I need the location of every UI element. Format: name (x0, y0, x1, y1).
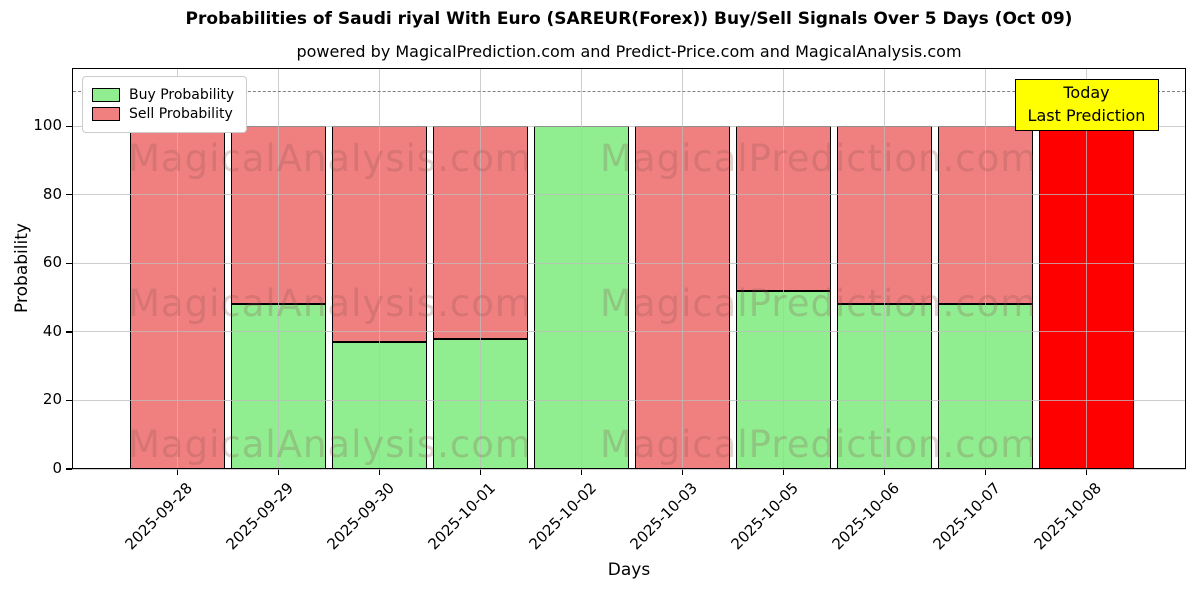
x-tick-mark (580, 469, 583, 475)
h-gridline (72, 468, 1186, 470)
watermark-text: MagicalPrediction.com (600, 282, 1038, 325)
y-tick-mark (66, 262, 72, 264)
v-gridline (682, 68, 683, 469)
x-tick-label-text: 2025-10-08 (1030, 479, 1106, 554)
h-gridline (72, 399, 1186, 401)
y-tick-label: 0 (52, 459, 62, 477)
v-gridline (783, 68, 784, 469)
watermark-text: MagicalPrediction.com (600, 137, 1038, 180)
legend-item-buy: Buy Probability (92, 87, 234, 103)
plot-area-frame (72, 68, 1186, 469)
y-tick-label: 100 (33, 116, 62, 135)
h-gridline (72, 262, 1186, 264)
y-tick-mark (66, 468, 72, 470)
x-tick-mark (883, 469, 886, 475)
x-tick-label-text: 2025-10-06 (828, 479, 904, 554)
buy-color-swatch (92, 88, 120, 102)
dashed-reference-line (73, 90, 1185, 92)
v-gridline (1086, 68, 1087, 469)
x-tick-mark (176, 469, 179, 475)
y-tick-mark (66, 399, 72, 402)
today-annotation-line1: Today (1063, 83, 1110, 102)
x-tick-label-text: 2025-10-05 (727, 479, 803, 554)
today-annotation-line2: Last Prediction (1027, 106, 1146, 125)
legend-label-sell: Sell Probability (129, 106, 233, 122)
h-gridline (72, 331, 1186, 333)
v-gridline (581, 68, 582, 469)
x-tick-label-text: 2025-10-02 (525, 479, 601, 554)
watermark-text: MagicalAnalysis.com (128, 423, 532, 466)
legend-label-buy: Buy Probability (129, 87, 235, 103)
v-gridline (379, 68, 380, 469)
v-gridline (480, 68, 481, 469)
x-tick-label-text: 2025-09-29 (222, 479, 298, 554)
y-tick-label: 40 (42, 321, 62, 340)
y-tick-mark (66, 194, 72, 196)
x-tick-mark (782, 469, 785, 475)
y-tick-label: 60 (42, 253, 62, 272)
v-gridline (884, 68, 885, 469)
x-tick-label-text: 2025-10-01 (424, 479, 500, 554)
x-tick-label-text: 2025-10-07 (929, 479, 1005, 554)
x-tick-mark (479, 469, 482, 475)
h-gridline (72, 194, 1186, 196)
y-tick-mark (66, 331, 72, 333)
chart-subtitle: powered by MagicalPrediction.com and Pre… (296, 42, 962, 61)
y-tick-mark (66, 125, 72, 127)
x-tick-mark (984, 469, 987, 475)
watermark-text: MagicalAnalysis.com (128, 137, 532, 180)
x-tick-label-text: 2025-09-30 (323, 479, 399, 554)
x-tick-label-text: 2025-10-03 (626, 479, 702, 554)
legend-item-sell: Sell Probability (92, 106, 234, 122)
sell-color-swatch (92, 107, 120, 121)
y-tick-label: 80 (42, 184, 62, 203)
v-gridline (278, 68, 279, 469)
v-gridline (177, 68, 178, 469)
today-annotation-box: Today Last Prediction (1014, 79, 1159, 131)
watermark-text: MagicalAnalysis.com (128, 282, 532, 325)
h-gridline (72, 125, 1186, 127)
x-tick-label-text: 2025-09-28 (121, 479, 197, 554)
x-tick-mark (277, 469, 280, 475)
x-axis-label: Days (607, 560, 651, 580)
v-gridline (985, 68, 986, 469)
legend: Buy Probability Sell Probability (82, 76, 248, 133)
x-tick-mark (378, 469, 381, 475)
x-tick-mark (681, 469, 684, 475)
y-tick-label: 20 (42, 390, 62, 409)
x-tick-mark (1085, 469, 1088, 475)
chart-title: Probabilities of Saudi riyal With Euro (… (185, 9, 1073, 29)
watermark-text: MagicalPrediction.com (600, 423, 1038, 466)
